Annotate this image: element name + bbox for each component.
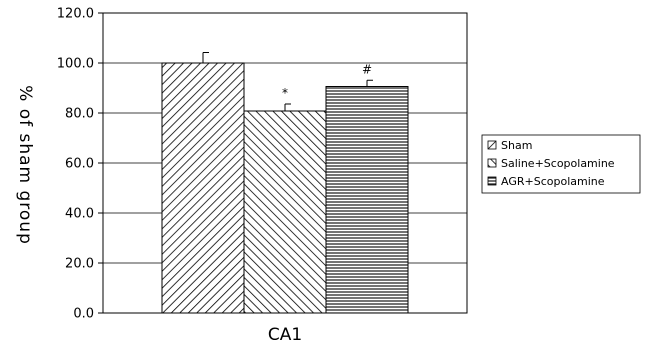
significance-marker: # bbox=[362, 62, 372, 76]
bars: *# bbox=[161, 52, 409, 314]
y-tick-label: 0.0 bbox=[73, 307, 94, 322]
legend-frame bbox=[481, 134, 641, 194]
legend-label: AGR+Scopolamine bbox=[501, 175, 605, 188]
y-tick-label: 120.0 bbox=[57, 7, 94, 22]
legend-swatch bbox=[487, 176, 497, 186]
bar-sham bbox=[161, 62, 245, 314]
legend-swatch bbox=[487, 140, 497, 150]
y-tick-label: 20.0 bbox=[65, 257, 94, 272]
y-tick-label: 40.0 bbox=[65, 207, 94, 222]
y-tick-label: 100.0 bbox=[57, 57, 94, 72]
y-axis-label: % of sham group bbox=[15, 85, 35, 245]
legend-label: Sham bbox=[501, 139, 532, 152]
y-axis-ticks: 0.0 20.0 40.0 60.0 80.0 100.0 120.0 bbox=[57, 7, 103, 322]
bar-agr-scopolamine bbox=[325, 86, 409, 314]
y-tick-label: 60.0 bbox=[65, 157, 94, 172]
legend-label: Saline+Scopolamine bbox=[501, 157, 615, 170]
x-category-label: CA1 bbox=[268, 325, 302, 345]
significance-marker: * bbox=[282, 86, 288, 100]
legend-swatch bbox=[487, 158, 497, 168]
y-tick-label: 80.0 bbox=[65, 107, 94, 122]
bar-saline-scopolamine bbox=[243, 110, 327, 314]
legend: Sham Saline+Scopolamine AGR+Scopolamine bbox=[481, 134, 641, 194]
